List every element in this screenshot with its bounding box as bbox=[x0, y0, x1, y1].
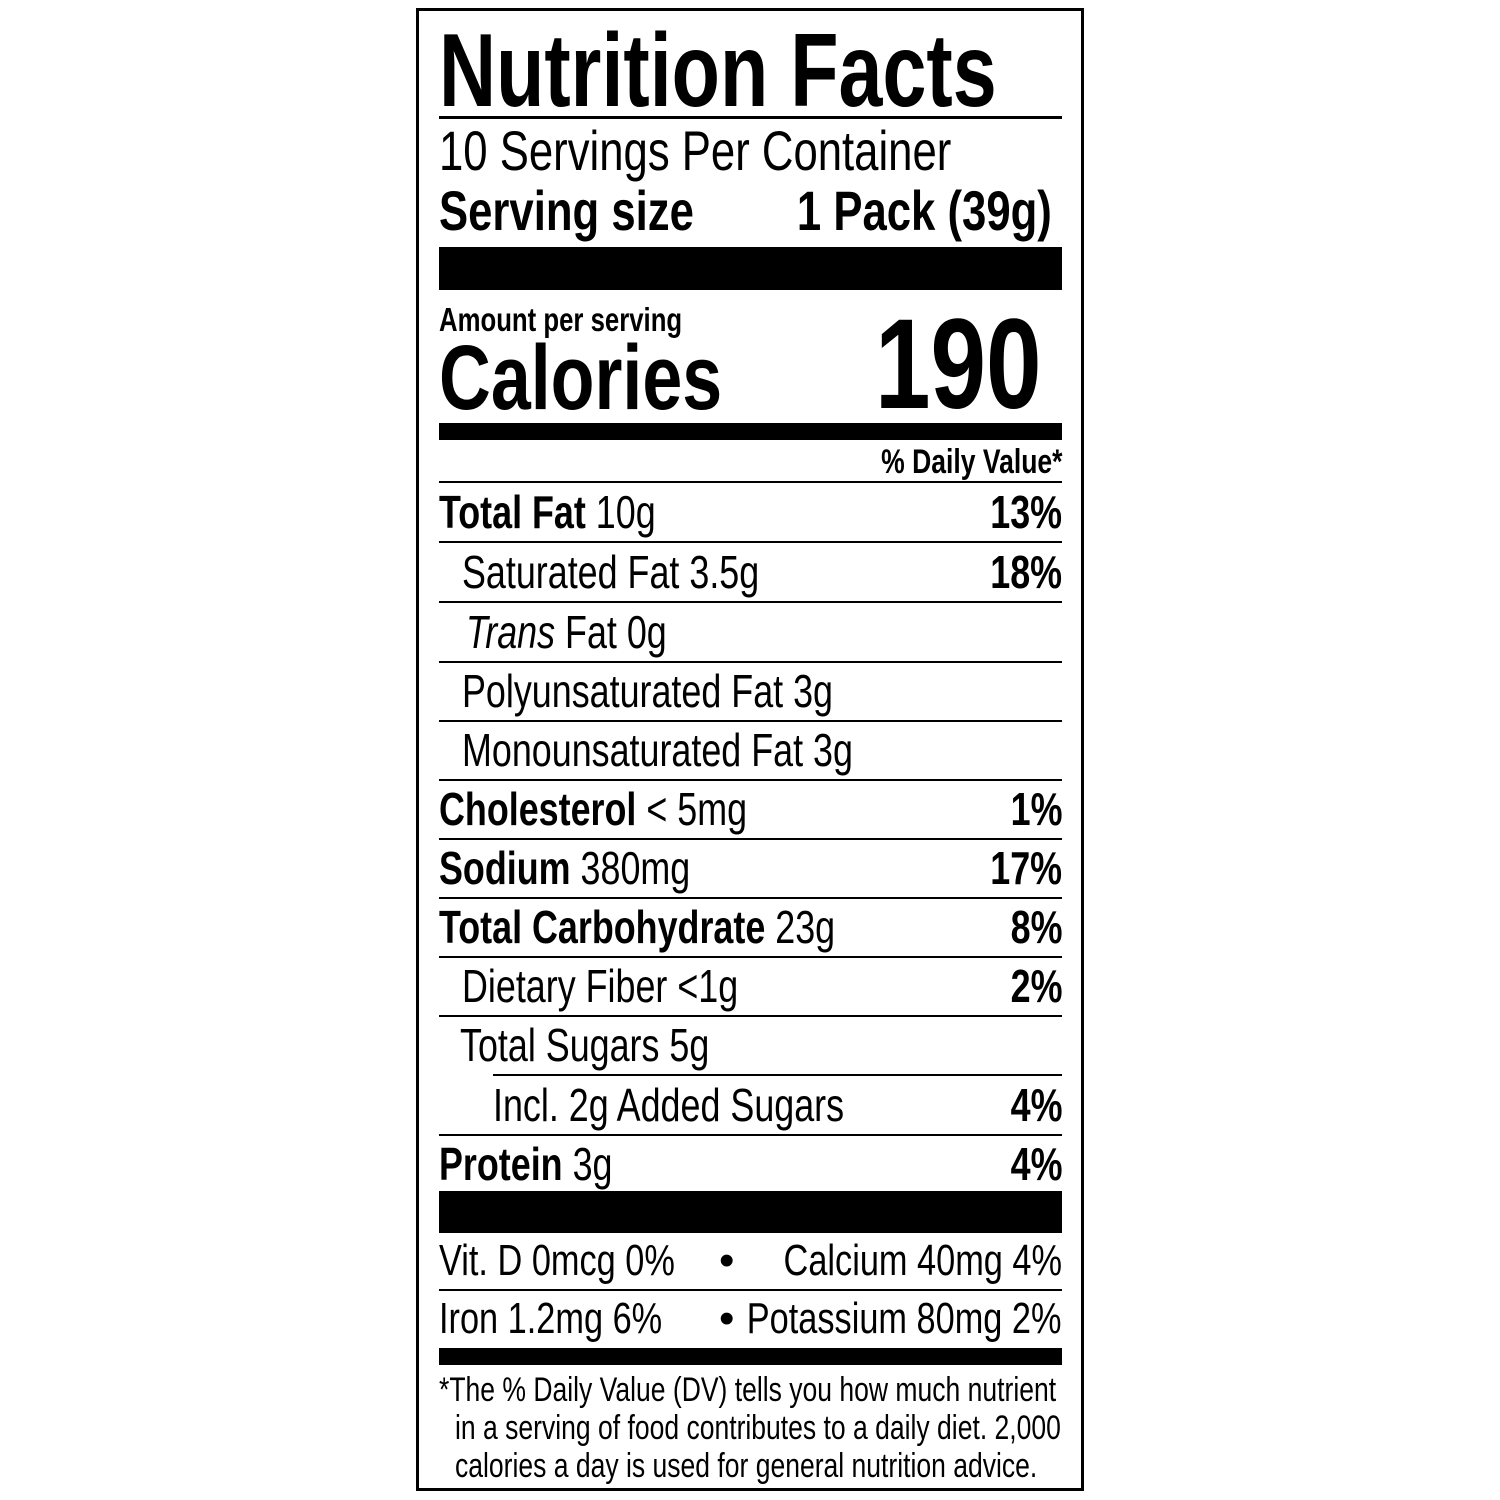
bullet-separator: • bbox=[719, 1236, 735, 1285]
nutrient-name: Total Carbohydrate bbox=[439, 901, 766, 953]
title-text: Nutrition Facts bbox=[439, 13, 997, 129]
nutrient-name: Sodium bbox=[439, 842, 571, 894]
nutrient-amount: 3.5g bbox=[689, 546, 760, 598]
thick-divider bbox=[439, 247, 1062, 290]
nutrient-row-total-carbohydrate: Total Carbohydrate 23g 8% bbox=[439, 898, 1062, 958]
nutrient-amount: 5g bbox=[669, 1019, 710, 1071]
divider bbox=[493, 1074, 1062, 1076]
nutrient-row-total-sugars: Total Sugars 5g bbox=[439, 1016, 1062, 1074]
nutrient-name: Total Sugars bbox=[460, 1019, 660, 1071]
footnote-line: *The % Daily Value (DV) tells you how mu… bbox=[439, 1371, 1057, 1409]
nutrition-facts-label: Nutrition Facts 10 Servings Per Containe… bbox=[416, 8, 1084, 1491]
nutrient-row-monounsaturated-fat: Monounsaturated Fat 3g bbox=[439, 721, 1062, 781]
nutrient-name: Total Fat bbox=[439, 486, 586, 538]
calories-value-box: 190 bbox=[439, 293, 1062, 436]
nutrient-name: Protein bbox=[439, 1138, 563, 1190]
nutrient-row-added-sugars: Incl. 2g Added Sugars 4% bbox=[439, 1076, 1062, 1136]
vitamin-row-2: Iron 1.2mg 6% • Potassium 80mg 2% bbox=[439, 1291, 1062, 1347]
nutrient-row-sodium: Sodium 380mg 17% bbox=[439, 839, 1062, 899]
footnote-line: calories a day is used for general nutri… bbox=[455, 1447, 1038, 1485]
servings-per-container: 10 Servings Per Container bbox=[439, 121, 1062, 181]
nutrient-name: Trans bbox=[466, 606, 556, 658]
nutrient-dv: 17% bbox=[990, 842, 1062, 894]
nutrient-row-cholesterol: Cholesterol < 5mg 1% bbox=[439, 780, 1062, 840]
nutrient-name: Monounsaturated Fat bbox=[462, 724, 804, 776]
nutrient-row-trans-fat: Trans Fat 0g bbox=[439, 603, 1062, 663]
nutrient-amount: <1g bbox=[677, 960, 739, 1012]
nutrient-row-saturated-fat: Saturated Fat 3.5g 18% bbox=[439, 543, 1062, 603]
bullet-separator: • bbox=[719, 1294, 735, 1343]
nutrient-row-total-fat: Total Fat 10g 13% bbox=[439, 483, 1062, 543]
vitamin-d: Vit. D 0mcg 0% bbox=[439, 1236, 675, 1285]
nutrient-name: Dietary Fiber bbox=[462, 960, 668, 1012]
nutrient-amount: 10g bbox=[595, 486, 656, 538]
nutrient-name: Cholesterol bbox=[439, 783, 637, 835]
calories-value: 190 bbox=[875, 293, 1042, 436]
nutrient-dv: 4% bbox=[1010, 1079, 1062, 1131]
nutrient-name-suffix: Fat bbox=[565, 606, 617, 658]
nutrient-dv: 13% bbox=[990, 486, 1062, 538]
iron: Iron 1.2mg 6% bbox=[439, 1294, 663, 1343]
nutrient-name: Saturated Fat bbox=[462, 546, 680, 598]
thick-divider bbox=[439, 1191, 1062, 1233]
vitamin-row-1: Vit. D 0mcg 0% • Calcium 40mg 4% bbox=[439, 1233, 1062, 1291]
footnote-line: in a serving of food contributes to a da… bbox=[455, 1409, 1061, 1447]
nutrient-amount: 3g bbox=[572, 1138, 613, 1190]
nutrient-amount: 23g bbox=[775, 901, 836, 953]
nutrient-amount: 0g bbox=[626, 606, 667, 658]
calories-label: Calories bbox=[439, 327, 723, 429]
amount-per-serving: Amount per serving bbox=[439, 301, 1062, 339]
nutrient-dv: 8% bbox=[1010, 901, 1062, 953]
servings-text: 10 Servings Per Container bbox=[439, 119, 952, 182]
nutrient-amount: 380mg bbox=[580, 842, 691, 894]
footnote: *The % Daily Value (DV) tells you how mu… bbox=[439, 1371, 1062, 1485]
nutrient-amount: < 5mg bbox=[646, 783, 748, 835]
serving-size-value: 1 Pack (39g) bbox=[797, 179, 1052, 242]
nutrient-dv: 4% bbox=[1010, 1138, 1062, 1190]
nutrient-row-protein: Protein 3g 4% bbox=[439, 1135, 1062, 1193]
nutrient-row-polyunsaturated-fat: Polyunsaturated Fat 3g bbox=[439, 662, 1062, 722]
nutrient-amount: 3g bbox=[813, 724, 853, 776]
daily-value-header: % Daily Value* bbox=[439, 443, 1062, 483]
nutrient-row-dietary-fiber: Dietary Fiber <1g 2% bbox=[439, 957, 1062, 1017]
serving-size-label: Serving size bbox=[439, 179, 694, 242]
amount-per-serving-text: Amount per serving bbox=[439, 301, 683, 338]
serving-size-row: Serving size 1 Pack (39g) bbox=[439, 181, 1062, 241]
nutrient-name: Incl. 2g Added Sugars bbox=[493, 1079, 845, 1131]
calories-row: Calories bbox=[439, 327, 1062, 429]
nutrient-name: Polyunsaturated Fat bbox=[462, 665, 784, 717]
nutrient-dv: 2% bbox=[1010, 960, 1062, 1012]
nutrient-dv: 1% bbox=[1010, 783, 1062, 835]
potassium: Potassium 80mg 2% bbox=[747, 1294, 1062, 1343]
nutrient-amount: 3g bbox=[793, 665, 833, 717]
medium-divider bbox=[439, 423, 1062, 440]
calcium: Calcium 40mg 4% bbox=[783, 1236, 1062, 1285]
daily-value-header-text: % Daily Value* bbox=[880, 443, 1062, 481]
label-title: Nutrition Facts bbox=[439, 13, 1062, 129]
medium-divider bbox=[439, 1348, 1062, 1365]
nutrient-dv: 18% bbox=[990, 546, 1062, 598]
divider bbox=[439, 116, 1062, 119]
